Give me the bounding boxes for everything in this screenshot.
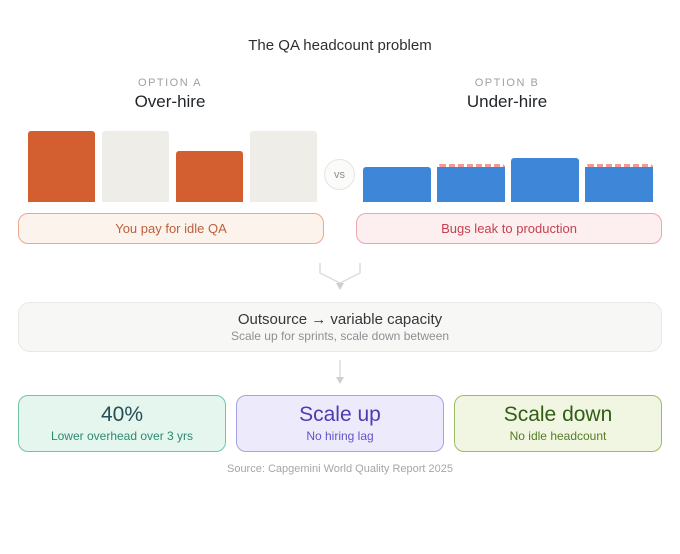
overhire-bar xyxy=(176,151,243,202)
benefit-card-cost: 40% Lower overhead over 3 yrs xyxy=(18,395,226,452)
option-b-kicker: OPTION B xyxy=(474,77,540,89)
overhire-bar xyxy=(28,131,95,202)
option-a-caption: You pay for idle QA xyxy=(18,213,324,244)
option-a-kicker: OPTION A xyxy=(138,77,202,89)
idle-bar xyxy=(250,131,317,202)
benefit-headline: Scale down xyxy=(503,403,613,426)
benefit-detail: Lower overhead over 3 yrs xyxy=(50,429,194,443)
option-b-header: OPTION B Under-hire xyxy=(340,77,674,112)
benefit-card-scale-down: Scale down No idle headcount xyxy=(454,395,662,452)
option-a-header: OPTION A Over-hire xyxy=(0,77,340,112)
merge-connector-arrow xyxy=(319,263,361,290)
solution-box: Outsource → variable capacity Scale up f… xyxy=(18,302,662,352)
solution-subtitle: Scale up for sprints, scale down between xyxy=(230,328,450,343)
underhire-bars xyxy=(363,158,653,202)
down-arrow-icon xyxy=(336,360,344,384)
vs-badge: vs xyxy=(324,159,355,190)
benefits-row: 40% Lower overhead over 3 yrs Scale up N… xyxy=(18,395,662,452)
option-b-title: Under-hire xyxy=(466,92,548,111)
benefit-headline: 40% xyxy=(100,403,144,426)
benefit-card-scale-up: Scale up No hiring lag xyxy=(236,395,444,452)
solution-title: Outsource → variable capacity xyxy=(237,310,443,328)
idle-bar xyxy=(102,131,169,202)
benefit-detail: No idle headcount xyxy=(509,429,607,443)
benefit-detail: No hiring lag xyxy=(306,429,374,443)
option-b-caption: Bugs leak to production xyxy=(356,213,662,244)
page-title: The QA headcount problem xyxy=(248,37,432,54)
benefit-headline: Scale up xyxy=(299,403,381,426)
overhire-bars xyxy=(28,131,317,202)
underhire-bar-capacity-gap xyxy=(437,164,505,202)
underhire-bar xyxy=(511,158,579,202)
source-note: Source: Capgemini World Quality Report 2… xyxy=(226,463,454,475)
underhire-bar xyxy=(363,167,431,202)
underhire-bar-capacity-gap xyxy=(585,164,653,202)
option-a-title: Over-hire xyxy=(134,92,206,111)
